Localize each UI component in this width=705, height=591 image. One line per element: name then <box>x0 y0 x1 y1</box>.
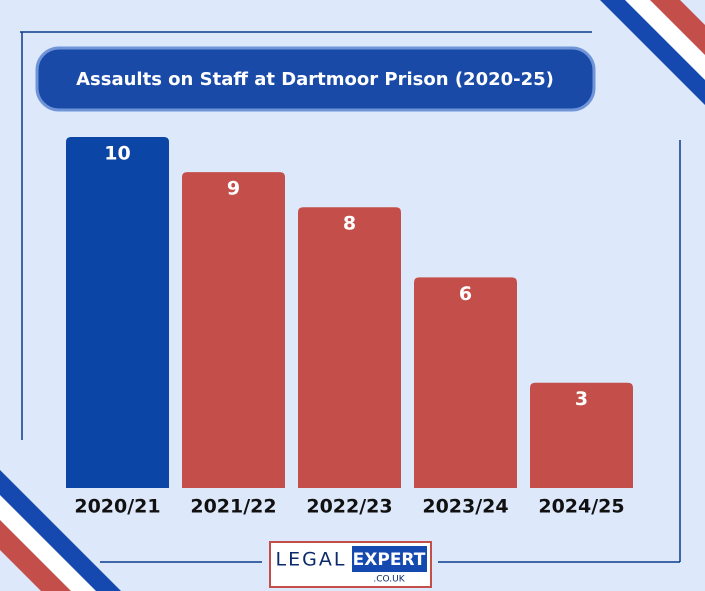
logo-suffix: .CO.UK <box>373 575 405 585</box>
bar <box>298 207 401 488</box>
value-label: 3 <box>575 388 588 410</box>
logo-block <box>352 546 427 572</box>
frame <box>20 31 681 563</box>
bar <box>182 172 285 488</box>
value-label: 9 <box>227 178 240 200</box>
bar <box>530 382 633 488</box>
title-pill <box>35 46 596 112</box>
x-tick-label: 2022/23 <box>306 496 392 518</box>
value-label: 6 <box>459 283 472 305</box>
x-tick-label: 2020/21 <box>74 496 160 518</box>
logo: LEGAL EXPERT .CO.UK <box>269 541 432 588</box>
x-tick-label: 2023/24 <box>422 496 508 518</box>
logo-left: LEGAL <box>276 549 347 571</box>
x-tick-label: 2021/22 <box>190 496 276 518</box>
bar <box>414 277 517 488</box>
chart-title: Assaults on Staff at Dartmoor Prison (20… <box>76 69 554 90</box>
logo-right: EXPERT <box>353 550 426 570</box>
x-tick-label: 2024/25 <box>538 496 624 518</box>
value-label: 10 <box>104 143 130 165</box>
bar <box>66 137 169 488</box>
value-label: 8 <box>343 213 356 235</box>
